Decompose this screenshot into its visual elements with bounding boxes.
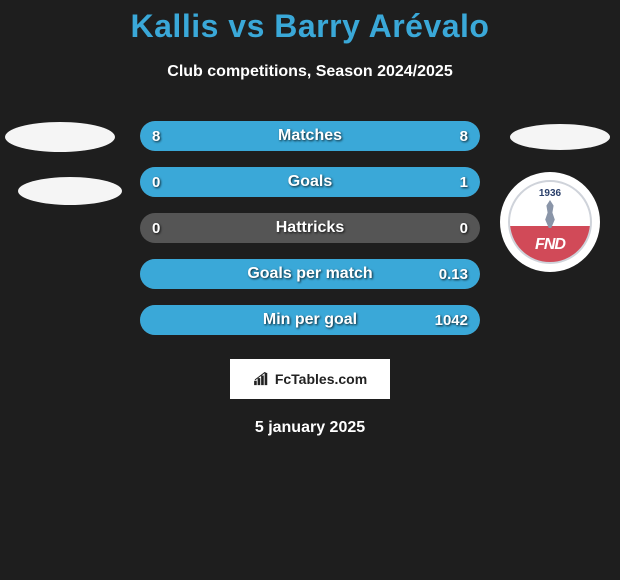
club-badge-right: 1936 FND (500, 172, 600, 272)
date-label: 5 january 2025 (0, 419, 620, 437)
badge-text: FND (535, 236, 565, 254)
subtitle: Club competitions, Season 2024/2025 (0, 63, 620, 81)
stat-value-right: 1 (460, 174, 468, 191)
stat-row: Goals per match 0.13 (140, 259, 480, 289)
stat-label: Goals per match (247, 265, 372, 283)
stat-label: Hattricks (276, 219, 344, 237)
badge-figure-icon (538, 200, 562, 228)
stat-label: Goals (288, 173, 332, 191)
badge-year: 1936 (539, 188, 561, 199)
stat-value-right: 8 (460, 128, 468, 145)
brand-box[interactable]: FcTables.com (230, 359, 390, 399)
stat-row: 8 Matches 8 (140, 121, 480, 151)
comparison-widget: Kallis vs Barry Arévalo Club competition… (0, 0, 620, 437)
stat-label: Matches (278, 127, 342, 145)
stat-value-left: 0 (152, 174, 160, 191)
stat-label: Min per goal (263, 311, 357, 329)
player-right-ellipse (510, 124, 610, 150)
brand-text: FcTables.com (275, 371, 367, 387)
stat-row: 0 Hattricks 0 (140, 213, 480, 243)
chart-icon (253, 372, 271, 386)
stat-value-right: 0.13 (439, 266, 468, 283)
player-left-ellipse-2 (18, 177, 122, 205)
club-badge-inner: 1936 FND (508, 180, 592, 264)
player-left-ellipse-1 (5, 122, 115, 152)
stat-value-left: 0 (152, 220, 160, 237)
stat-row: 0 Goals 1 (140, 167, 480, 197)
stat-value-right: 0 (460, 220, 468, 237)
stat-value-left: 8 (152, 128, 160, 145)
stat-row: Min per goal 1042 (140, 305, 480, 335)
stat-value-right: 1042 (435, 312, 468, 329)
page-title: Kallis vs Barry Arévalo (0, 8, 620, 45)
